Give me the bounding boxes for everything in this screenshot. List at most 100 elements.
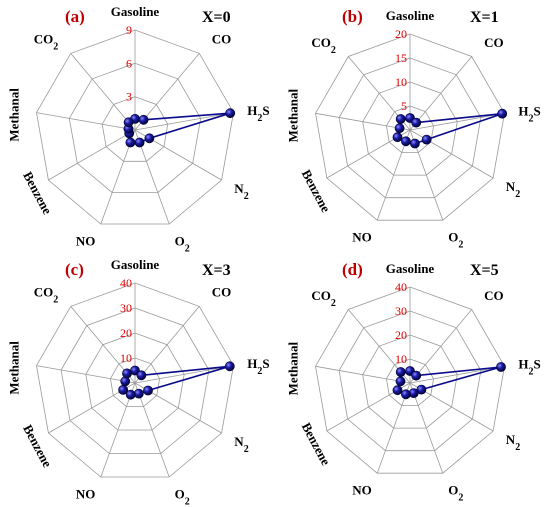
tick-label: 40 (395, 280, 407, 294)
point-benzene (392, 132, 403, 143)
tick-label: 30 (120, 301, 132, 315)
tick-label: 6 (126, 56, 132, 70)
axis-label-o2: O2 (448, 483, 463, 504)
panel-label: (b) (342, 7, 363, 26)
point-o2 (133, 388, 144, 399)
grid-ring (60, 307, 210, 454)
point-co (411, 117, 422, 128)
point-h2s (224, 361, 235, 372)
axis-label-co2: CO2 (311, 288, 336, 309)
point-no (125, 389, 136, 400)
spoke-h2s (134, 112, 234, 131)
grid-ring (68, 62, 202, 194)
point-no (400, 389, 411, 400)
spoke-methanal (36, 112, 136, 131)
point-co (138, 114, 149, 125)
panel-title: X=0 (202, 9, 231, 26)
axis-label-n2: N2 (506, 432, 520, 453)
tick-label: 3 (126, 90, 132, 104)
point-benzene (118, 384, 128, 395)
spoke-co2 (70, 53, 136, 131)
spoke-methanal (315, 365, 411, 384)
axis-label-no: NO (76, 486, 96, 501)
panel-title: X=1 (470, 9, 499, 26)
axis-label-gasoline: Gasoline (386, 261, 435, 276)
spoke-co (409, 309, 473, 384)
tick-label: 10 (120, 351, 132, 365)
axis-label-benzene: Benzene (299, 167, 334, 215)
point-co2 (123, 117, 134, 128)
tick-label: 20 (120, 326, 132, 340)
grid-ring (101, 96, 169, 162)
axis-label-h2s: H2S (518, 104, 540, 125)
spoke-o2 (134, 382, 170, 478)
grid-ring (315, 286, 505, 474)
axis-label-n2: N2 (234, 434, 248, 455)
point-co (411, 370, 422, 381)
point-no (400, 136, 411, 147)
axis-label-gasoline: Gasoline (386, 8, 435, 23)
spoke-h2s (134, 365, 234, 384)
point-n2 (143, 385, 153, 396)
panel-title: X=3 (202, 262, 231, 279)
tick-label: 10 (395, 352, 407, 366)
radar-panel-2: 5 10 15 20 Gasoline CO H2S N2 O2 NO Benzene Methana… (286, 7, 541, 250)
grid-ring (36, 282, 234, 478)
axis-label-methanal: Methanal (7, 88, 22, 142)
point-h2s (496, 362, 506, 372)
axis-label-benzene: Benzene (20, 169, 55, 217)
axis-label-co: CO (484, 288, 504, 303)
axis-label-h2s: H2S (247, 103, 269, 124)
radar-panel-1: 3 6 9 Gasoline CO H2S N2 O2 NO Benzene Methanal CO2… (7, 4, 270, 254)
axis-label-h2s: H2S (518, 357, 540, 378)
axis-label-benzene: Benzene (20, 422, 55, 470)
spoke-methanal (36, 365, 136, 384)
grid-ring (109, 357, 161, 407)
axis-label-n2: N2 (506, 179, 520, 200)
point-co2 (395, 114, 406, 124)
axis-label-gasoline: Gasoline (111, 257, 160, 272)
grid-ring (315, 33, 505, 221)
tick-label: 40 (120, 276, 132, 290)
axis-label-co2: CO2 (34, 32, 59, 53)
radar-panel-4: 10 20 30 40 Gasoline CO H2S N2 O2 NO Benzene Methan… (286, 260, 541, 503)
panel-label: (d) (342, 260, 363, 279)
tick-label: 5 (401, 99, 407, 113)
axis-label-co2: CO2 (34, 285, 59, 306)
axis-label-co: CO (212, 32, 232, 47)
axis-label-co: CO (484, 35, 504, 50)
grid-ring (36, 29, 234, 225)
panel-label: (c) (65, 260, 84, 279)
grid-ring (385, 105, 435, 154)
axis-label-methanal: Methanal (7, 341, 22, 395)
point-h2s (225, 108, 236, 119)
point-co2 (395, 367, 406, 377)
tick-label: 20 (395, 328, 407, 342)
axis-label-o2: O2 (448, 230, 463, 251)
axis-label-gasoline: Gasoline (111, 4, 160, 19)
spoke-h2s (409, 365, 505, 384)
point-methanal (394, 123, 405, 134)
tick-label: 30 (395, 304, 407, 318)
point-h2s (497, 108, 508, 119)
axis-label-no: NO (352, 230, 372, 245)
spoke-co (134, 306, 200, 384)
spoke-methanal (315, 112, 411, 131)
point-o2 (409, 138, 420, 149)
point-no (125, 137, 136, 148)
grid-ring (338, 57, 482, 199)
spoke-co (409, 56, 473, 131)
axis-label-co: CO (212, 285, 232, 300)
tick-label: 10 (395, 75, 407, 89)
axis-label-co2: CO2 (311, 35, 336, 56)
axis-label-no: NO (76, 233, 96, 248)
spoke-benzene (48, 129, 136, 181)
axis-label-methanal: Methanal (286, 341, 301, 395)
tick-label: 15 (395, 51, 407, 65)
grid-ring (85, 332, 185, 431)
axis-label-n2: N2 (234, 181, 248, 202)
spoke-h2s (409, 112, 505, 131)
grid-ring (362, 334, 458, 429)
point-n2 (144, 133, 155, 144)
